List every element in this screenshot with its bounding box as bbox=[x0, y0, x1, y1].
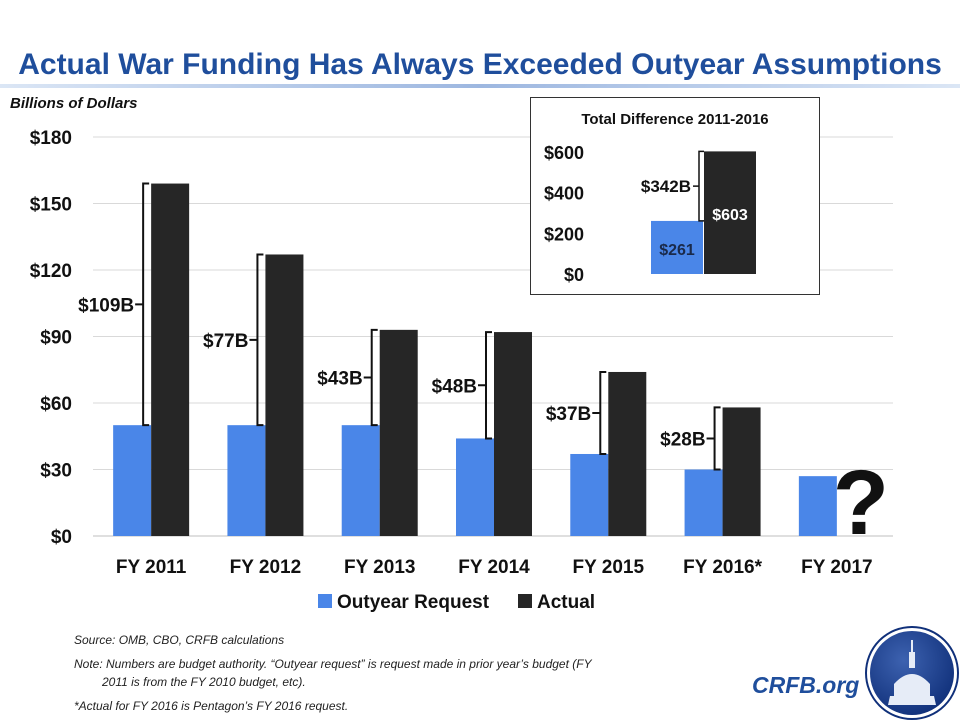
legend-swatch bbox=[518, 594, 532, 608]
inset-y-tick-label: $200 bbox=[544, 224, 584, 244]
difference-bracket bbox=[249, 253, 264, 427]
inset-actual-value: $603 bbox=[712, 207, 748, 224]
title-rule bbox=[0, 84, 960, 88]
bar-actual bbox=[379, 329, 418, 536]
inset-y-tick-label: $600 bbox=[544, 143, 584, 163]
y-tick-label: $0 bbox=[51, 527, 72, 548]
difference-bracket bbox=[592, 370, 607, 455]
legend-label: Outyear Request bbox=[337, 592, 490, 613]
brand-link[interactable]: CRFB.org bbox=[752, 672, 860, 698]
y-tick-label: $60 bbox=[40, 394, 72, 415]
source-note: Source: OMB, CBO, CRFB calculations bbox=[74, 633, 285, 647]
y-tick-label: $150 bbox=[30, 195, 72, 216]
legend-swatch bbox=[318, 594, 332, 608]
chart-title: Actual War Funding Has Always Exceeded O… bbox=[18, 48, 942, 81]
bar-outyear-request bbox=[341, 425, 380, 536]
y-axis-label: Billions of Dollars bbox=[10, 95, 138, 112]
x-tick-label: FY 2012 bbox=[230, 557, 301, 578]
unknown-marker: ? bbox=[833, 452, 889, 554]
inset-bar-actual bbox=[704, 151, 756, 274]
difference-bracket bbox=[135, 182, 150, 427]
y-tick-label: $30 bbox=[40, 461, 72, 482]
x-tick-label: FY 2011 bbox=[116, 557, 187, 578]
difference-label: $28B bbox=[660, 429, 705, 450]
bar-actual bbox=[722, 407, 761, 536]
difference-bracket bbox=[478, 331, 492, 440]
difference-label: $37B bbox=[546, 404, 591, 425]
x-tick-label: FY 2014 bbox=[458, 557, 530, 578]
bar-actual bbox=[608, 371, 647, 536]
legend-label: Actual bbox=[537, 592, 595, 613]
y-tick-label: $120 bbox=[30, 261, 72, 282]
difference-label: $77B bbox=[203, 331, 248, 352]
bar-outyear-request bbox=[456, 438, 494, 536]
x-tick-label: FY 2016* bbox=[683, 557, 762, 578]
x-tick-label: FY 2017 bbox=[801, 557, 872, 578]
bar-outyear-request bbox=[798, 476, 837, 536]
bar-outyear-request bbox=[227, 425, 266, 536]
x-tick-label: FY 2015 bbox=[573, 557, 645, 578]
note-line-2: 2011 is from the FY 2010 budget, etc). bbox=[102, 675, 306, 689]
x-tick-label: FY 2013 bbox=[344, 557, 415, 578]
inset-difference-label: $342B bbox=[641, 177, 691, 196]
bar-outyear-request bbox=[684, 469, 723, 536]
inset-title: Total Difference 2011-2016 bbox=[581, 111, 768, 128]
bar-outyear-request bbox=[570, 453, 609, 536]
bar-actual bbox=[494, 332, 532, 536]
inset-y-tick-label: $400 bbox=[544, 184, 584, 204]
inset-difference-bracket bbox=[693, 150, 704, 222]
note-line-1: Note: Numbers are budget authority. “Out… bbox=[74, 657, 592, 671]
difference-label: $43B bbox=[317, 369, 362, 390]
inset-outyear-value: $261 bbox=[659, 242, 695, 259]
bar-outyear-request bbox=[113, 425, 152, 536]
crfb-seal bbox=[865, 626, 959, 720]
inset-y-tick-label: $0 bbox=[564, 265, 584, 285]
difference-bracket bbox=[363, 328, 378, 427]
bar-actual bbox=[265, 254, 304, 536]
difference-label: $109B bbox=[78, 295, 134, 316]
difference-bracket bbox=[706, 406, 721, 471]
difference-label: $48B bbox=[432, 376, 477, 397]
bar-actual bbox=[151, 183, 190, 537]
y-tick-label: $180 bbox=[30, 128, 72, 149]
inset-bar-outyear bbox=[651, 220, 703, 274]
y-tick-label: $90 bbox=[40, 328, 72, 349]
asterisk-note: *Actual for FY 2016 is Pentagon’s FY 201… bbox=[74, 699, 349, 713]
